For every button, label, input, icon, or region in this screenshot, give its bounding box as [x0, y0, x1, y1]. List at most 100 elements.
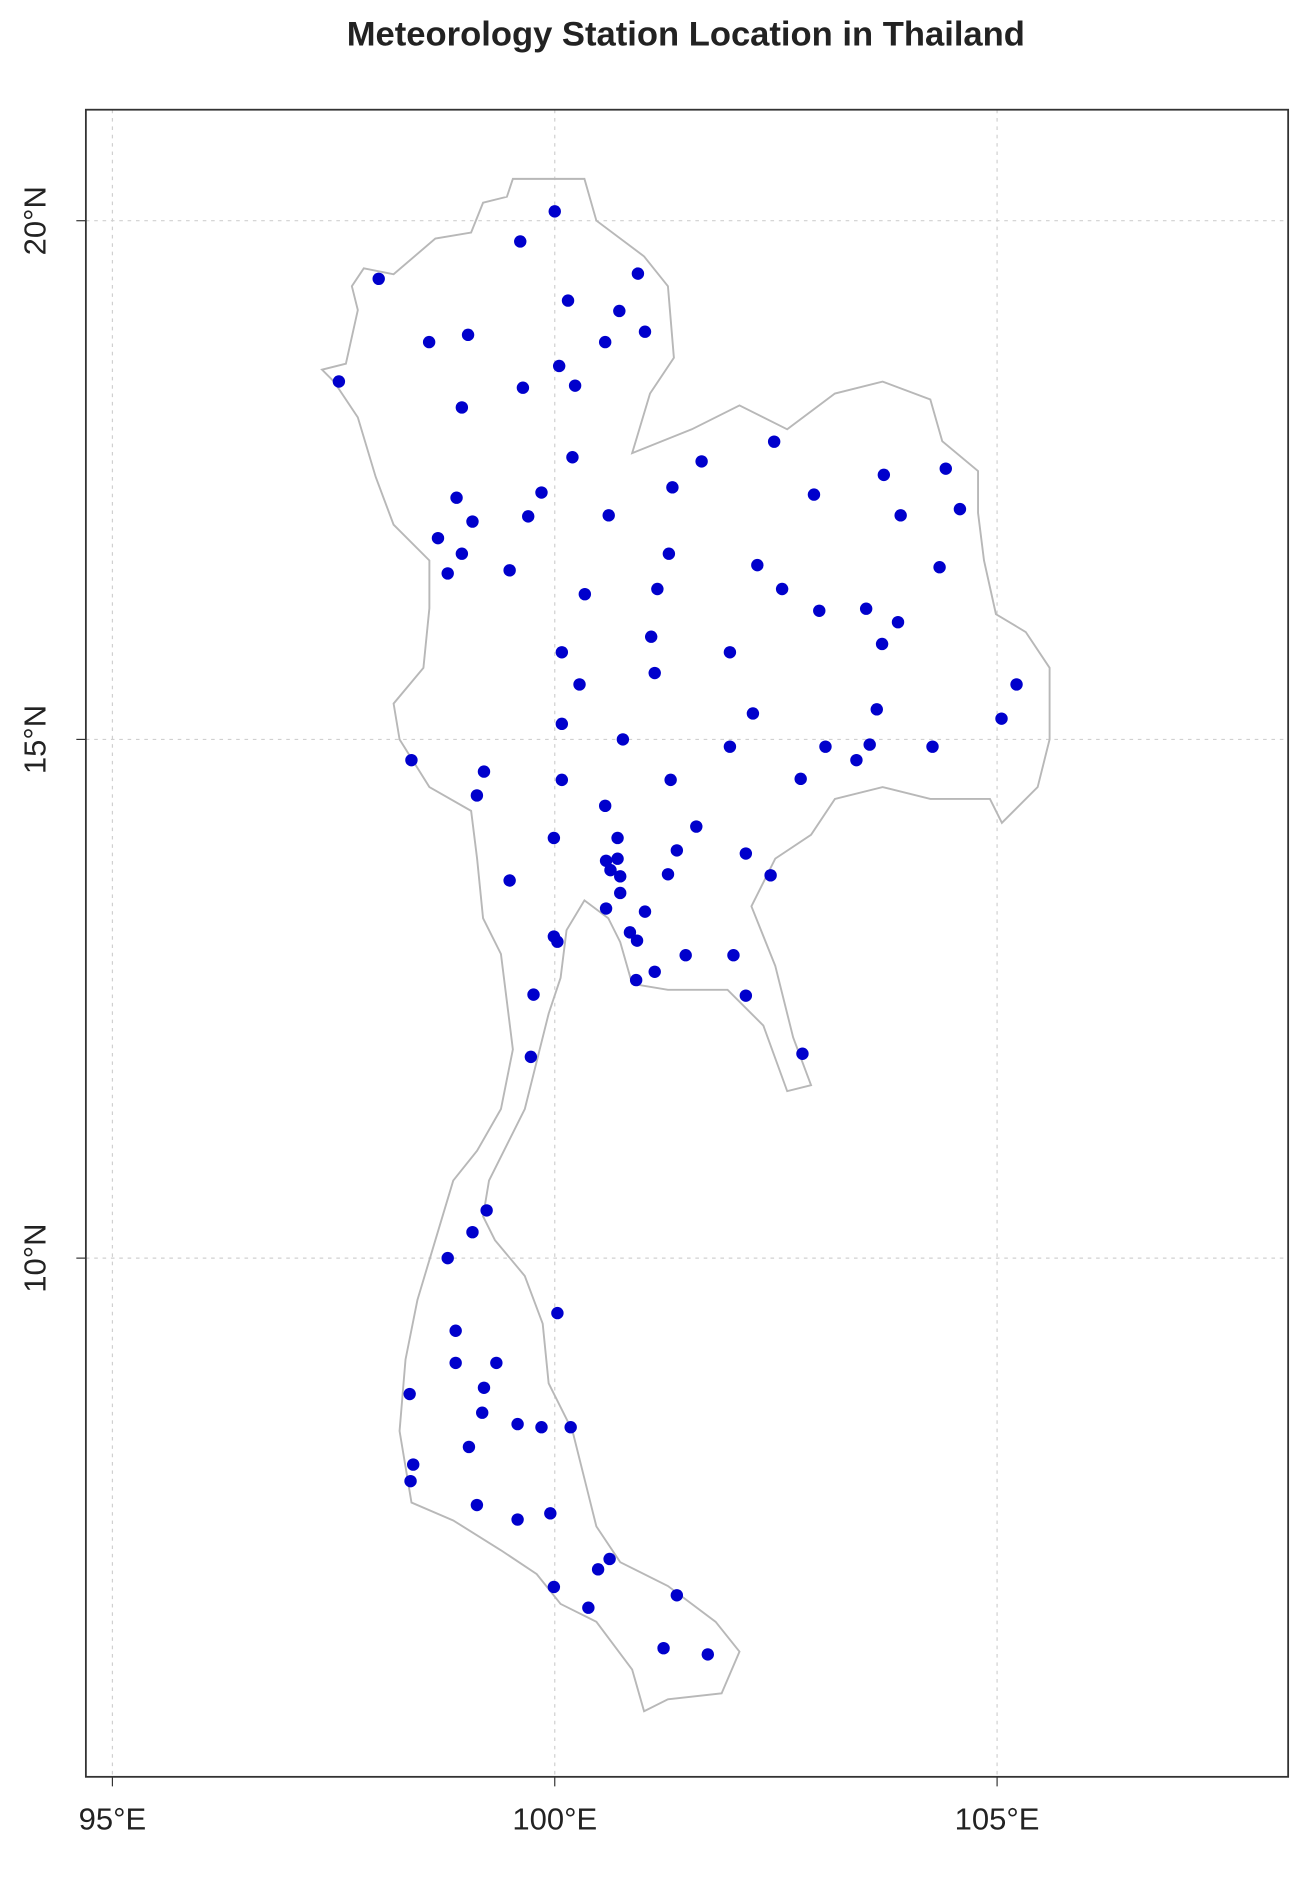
station-point [603, 1552, 616, 1566]
station-point [449, 1324, 462, 1337]
station-point [666, 481, 679, 494]
station-point [739, 989, 753, 1002]
station-point [561, 294, 575, 307]
station-point [548, 205, 561, 218]
station-point [648, 666, 661, 680]
station-point [796, 1047, 809, 1060]
station-point [461, 328, 475, 342]
station-point [894, 509, 907, 522]
station-point [807, 488, 821, 501]
station-point [670, 844, 684, 857]
station-point [863, 738, 876, 751]
y-tick-label: 10°N [17, 1223, 52, 1292]
station-point [591, 1563, 605, 1576]
station-point [651, 582, 664, 596]
station-point [616, 733, 630, 746]
station-point [455, 547, 469, 560]
station-point [564, 1421, 577, 1434]
station-point [332, 375, 346, 388]
station-point [551, 935, 564, 948]
y-tick-label: 15°N [17, 705, 52, 774]
station-point [476, 1406, 489, 1419]
station-point [407, 1458, 420, 1471]
station-point [568, 379, 582, 392]
station-point [794, 772, 807, 786]
station-point [598, 335, 612, 349]
station-point [614, 870, 627, 883]
station-point [524, 1050, 538, 1064]
station-point [455, 401, 469, 414]
x-tick-label: 100°E [512, 1801, 597, 1836]
station-point [535, 1421, 548, 1434]
station-point [933, 561, 946, 574]
grid [85, 109, 1289, 1777]
station-point [727, 948, 740, 962]
station-point [995, 712, 1008, 725]
station-point [404, 1474, 417, 1488]
station-point [638, 905, 652, 918]
station-point [611, 852, 624, 865]
station-point [555, 773, 569, 787]
station-point [739, 847, 753, 860]
station-point [602, 509, 615, 522]
y-tick-label: 20°N [17, 186, 52, 255]
station-point [657, 1641, 670, 1655]
station-point [623, 926, 637, 939]
station-point [723, 740, 737, 753]
station-point [405, 753, 418, 767]
station-point [599, 854, 613, 867]
x-tick-label: 105°E [955, 1801, 1040, 1836]
station-point [511, 1513, 524, 1526]
station-point [449, 1356, 462, 1370]
station-point [462, 1440, 476, 1454]
station-point [480, 1204, 493, 1217]
station-point [503, 564, 516, 577]
stations [332, 205, 1023, 1661]
station-point [870, 703, 883, 716]
station-point [490, 1356, 503, 1370]
station-point [670, 1589, 684, 1602]
station-point [926, 740, 939, 753]
station-point [514, 235, 527, 248]
station-point [547, 1580, 561, 1594]
station-point [372, 272, 385, 286]
station-point [422, 335, 436, 349]
station-point [644, 630, 658, 643]
station-point [638, 325, 652, 338]
station-point [555, 717, 569, 731]
station-point [544, 1507, 557, 1520]
station-point [604, 863, 617, 877]
station-point [661, 868, 675, 881]
station-point [629, 973, 643, 987]
plot-frame [84, 108, 1290, 1778]
station-point [551, 1306, 564, 1320]
station-point [431, 531, 445, 545]
station-point [850, 753, 863, 767]
station-point [764, 869, 777, 882]
station-point [819, 740, 832, 753]
station-point [599, 902, 613, 915]
station-point [813, 604, 826, 617]
station-point [441, 1251, 454, 1265]
station-point [516, 381, 530, 394]
station-point [664, 773, 677, 787]
chart-title: Meteorology Station Location in Thailand [347, 15, 1025, 53]
station-point [547, 831, 561, 845]
station-point [859, 602, 873, 615]
station-point [522, 510, 535, 523]
station-point [746, 707, 760, 720]
station-point [578, 587, 592, 601]
station-point [939, 462, 952, 475]
station-point [466, 515, 479, 528]
station-point [466, 1225, 479, 1239]
station-point [527, 988, 540, 1001]
station-point [662, 547, 676, 560]
station-point [723, 646, 737, 659]
station-point [701, 1648, 715, 1661]
station-point [403, 1387, 416, 1401]
station-point [695, 455, 708, 468]
station-point [631, 267, 645, 280]
station-point [775, 582, 789, 596]
station-point [630, 934, 644, 947]
